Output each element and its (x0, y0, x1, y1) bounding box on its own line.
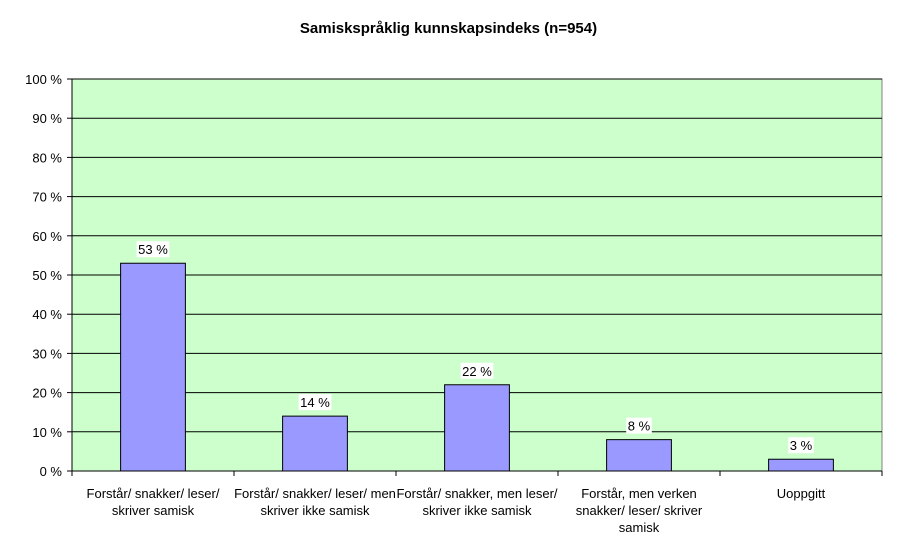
x-category-label: Forstår, men verken snakker/ leser/ skri… (575, 486, 703, 535)
chart-title: Samiskspråklig kunnskapsindeks (n=954) (299, 20, 598, 37)
bar (444, 384, 510, 472)
bar (768, 458, 834, 472)
y-tick-label: 50 % (32, 268, 62, 283)
y-tick-label: 90 % (32, 111, 62, 126)
y-tick-label: 100 % (25, 72, 62, 87)
y-tick-label: 60 % (32, 229, 62, 244)
y-tick-label: 0 % (40, 464, 63, 479)
data-label: 14 % (300, 395, 330, 410)
gridlines (72, 78, 882, 433)
y-tick-label: 40 % (32, 307, 62, 322)
y-tick-label: 10 % (32, 425, 62, 440)
x-category-label: Forstår/ snakker, men leser/ skriver ikk… (396, 486, 558, 518)
bars (120, 262, 834, 472)
data-label-background (626, 417, 652, 434)
data-label: 8 % (628, 419, 651, 434)
bar (282, 415, 348, 472)
x-category-label: Uoppgitt (776, 486, 826, 501)
data-label: 3 % (790, 438, 813, 453)
data-label-background (136, 241, 170, 258)
bar (120, 262, 186, 472)
y-tick-label: 30 % (32, 346, 62, 361)
data-label: 22 % (462, 364, 492, 379)
y-tick-label: 20 % (32, 386, 62, 401)
x-category-label: Forstår/ snakker/ leser/ men skriver ikk… (234, 486, 396, 518)
data-label-background (788, 437, 814, 454)
data-labels: 53 % 14 % 22 % 8 % 3 % (136, 241, 814, 454)
data-label: 53 % (138, 242, 168, 257)
y-tick-label: 80 % (32, 150, 62, 165)
data-label-background (298, 394, 332, 411)
y-tick-label: 70 % (32, 190, 62, 205)
x-category-label: Forstår/ snakker/ leser/ skriver samisk (86, 486, 220, 518)
bar (606, 439, 672, 472)
data-label-background (460, 362, 494, 379)
